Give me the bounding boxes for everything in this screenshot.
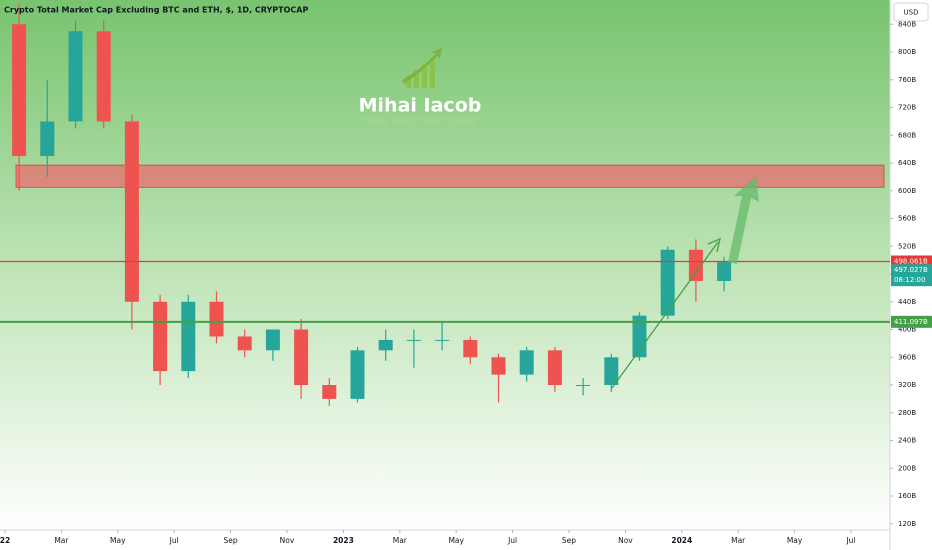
candle-body: [491, 357, 506, 375]
watermark-name: Mihai Iacob: [359, 95, 482, 117]
candle-body: [209, 301, 224, 337]
currency-button[interactable]: [893, 2, 929, 22]
candle-body: [717, 262, 732, 281]
x-tick-label: Jul: [845, 536, 855, 545]
candle-body: [688, 249, 703, 281]
y-tick-label: 320B: [898, 381, 916, 389]
x-tick-label: May: [787, 536, 803, 545]
resistance-zone: [15, 164, 885, 188]
time-axis: [0, 530, 890, 550]
x-tick-label: Sep: [224, 536, 238, 545]
x-tick-label: May: [110, 536, 126, 545]
candle-body: [378, 339, 393, 351]
x-tick-label: Nov: [618, 536, 633, 545]
x-tick-label: Mar: [393, 536, 408, 545]
candle-body: [406, 339, 421, 341]
x-tick-label: Jul: [169, 536, 179, 545]
x-tick-label: Jul: [507, 536, 517, 545]
price-tag-label: 411.097B: [894, 318, 928, 326]
y-tick-label: 600B: [898, 187, 916, 195]
last-price-label: 497.027B: [894, 266, 928, 274]
candle-body: [237, 336, 252, 351]
candle-body: [12, 24, 27, 157]
x-tick-label: 2023: [333, 536, 354, 545]
currency-label[interactable]: USD: [904, 9, 919, 17]
x-tick-label: Mar: [731, 536, 746, 545]
x-tick-label: 22: [0, 536, 10, 545]
x-tick-label: 2024: [671, 536, 692, 545]
last-price-tag: [891, 264, 932, 287]
candle-body: [322, 385, 337, 399]
y-tick-label: 560B: [898, 215, 916, 223]
y-tick-label: 400B: [898, 326, 916, 334]
countdown-label: 08:12:00: [894, 276, 925, 284]
y-tick-label: 640B: [898, 159, 916, 167]
y-tick-label: 440B: [898, 298, 916, 306]
candle-body: [294, 329, 309, 386]
candle-body: [68, 31, 83, 122]
x-tick-label: Nov: [280, 536, 295, 545]
trend-drawing: [611, 176, 759, 389]
candle-body: [265, 329, 280, 351]
candle-body: [463, 339, 478, 358]
candle-body: [181, 301, 196, 372]
chart-title: Crypto Total Market Cap Excluding BTC an…: [4, 6, 308, 15]
x-tick-label: Mar: [54, 536, 69, 545]
y-tick-label: 120B: [898, 520, 916, 528]
candle-body: [660, 249, 675, 316]
y-tick-label: 200B: [898, 464, 916, 472]
watermark-logo: [402, 48, 442, 88]
y-tick-label: 760B: [898, 76, 916, 84]
candle-body: [124, 121, 139, 302]
watermark-tagline: FOREX, GOLD & CRYPTO TRADER: [365, 119, 476, 126]
price-tag: [891, 255, 932, 268]
y-tick-label: 520B: [898, 242, 916, 250]
candle-body: [632, 315, 647, 358]
y-tick-label: 360B: [898, 353, 916, 361]
candle-body: [576, 385, 591, 387]
x-tick-label: May: [448, 536, 464, 545]
y-tick-label: 720B: [898, 104, 916, 112]
candle-body: [519, 350, 534, 375]
candle-body: [435, 339, 450, 341]
candle-body: [153, 301, 168, 372]
candle-body: [604, 357, 619, 386]
candle-body: [96, 31, 111, 122]
candle-body: [547, 350, 562, 386]
price-tag-label: 498.061B: [894, 257, 928, 265]
y-tick-label: 800B: [898, 48, 916, 56]
candle-body: [350, 350, 365, 399]
y-tick-label: 160B: [898, 492, 916, 500]
plot-background: [0, 0, 890, 530]
candle-body: [40, 121, 55, 157]
y-tick-label: 840B: [898, 20, 916, 28]
x-tick-label: Sep: [562, 536, 576, 545]
y-tick-label: 680B: [898, 131, 916, 139]
y-tick-label: 240B: [898, 437, 916, 445]
y-tick-label: 280B: [898, 409, 916, 417]
price-tag: [891, 315, 932, 328]
